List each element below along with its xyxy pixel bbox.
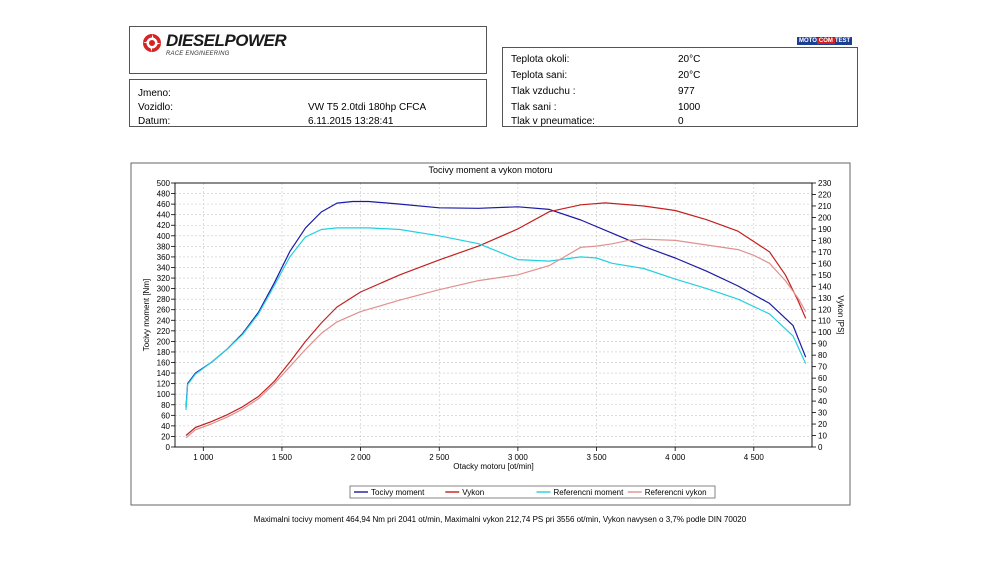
x-tick-label: 4 000 <box>665 453 686 462</box>
series-line-vykon <box>185 202 807 436</box>
legend-label: Referencni vykon <box>645 488 707 497</box>
y2-tick-label: 130 <box>818 294 832 303</box>
y2-tick-label: 70 <box>818 363 827 372</box>
y2-tick-label: 0 <box>818 443 823 452</box>
vozidlo-value: VW T5 2.0tdi 180hp CFCA <box>308 102 427 113</box>
y-tick-label: 500 <box>157 179 171 188</box>
y2-tick-label: 30 <box>818 409 827 418</box>
condition-label: Teplota sani: <box>511 70 568 81</box>
plot-area-border <box>174 182 813 448</box>
condition-value: 0 <box>678 116 684 127</box>
x-tick-label: 4 500 <box>744 453 765 462</box>
y-tick-label: 40 <box>161 422 170 431</box>
legend-label: Vykon <box>462 488 484 497</box>
y-tick-label: 60 <box>161 411 170 420</box>
chart-frame <box>130 162 851 506</box>
y2-tick-label: 20 <box>818 420 827 429</box>
summary-footer: Maximalni tocivy moment 464,94 Nm pri 20… <box>253 515 747 524</box>
y2-tick-label: 100 <box>818 328 832 337</box>
y-tick-label: 200 <box>157 337 171 346</box>
y-tick-label: 420 <box>157 221 171 230</box>
y-tick-label: 360 <box>157 253 171 262</box>
y2-tick-label: 220 <box>818 190 832 199</box>
y2-tick-label: 140 <box>818 282 832 291</box>
y-axis-label: Tocivy moment [Nm] <box>142 279 151 351</box>
x-tick-label: 2 500 <box>429 453 450 462</box>
y-tick-label: 220 <box>157 327 171 336</box>
y-tick-label: 80 <box>161 401 170 410</box>
y-tick-label: 160 <box>157 359 171 368</box>
logo-tagline: RACE ENGINEERING <box>166 51 230 57</box>
vehicle-info-panel: Jmeno: Vozidlo: VW T5 2.0tdi 180hp CFCA … <box>129 79 487 127</box>
y-tick-label: 240 <box>157 316 171 325</box>
y-tick-label: 460 <box>157 200 171 209</box>
y-tick-label: 20 <box>161 432 170 441</box>
series-line-referencni-moment <box>185 227 807 411</box>
y-tick-label: 480 <box>157 190 171 199</box>
condition-value: 20°C <box>678 54 701 65</box>
y-tick-label: 180 <box>157 348 171 357</box>
legend-box <box>349 485 716 499</box>
y2-tick-label: 120 <box>818 305 832 314</box>
y2-tick-label: 60 <box>818 374 827 383</box>
legend-label: Tocivy moment <box>371 488 425 497</box>
x-tick-label: 3 000 <box>508 453 529 462</box>
condition-label: Tlak vzduchu : <box>511 86 576 97</box>
y-tick-label: 380 <box>157 242 171 251</box>
y2-tick-label: 150 <box>818 271 832 280</box>
y2-tick-label: 10 <box>818 432 827 441</box>
logo-wordmark: DIESELPOWER <box>166 31 287 50</box>
y2-tick-label: 110 <box>818 317 831 326</box>
x-tick-label: 1 000 <box>193 453 214 462</box>
condition-value: 20°C <box>678 70 701 81</box>
legend-label: Referencni moment <box>554 488 625 497</box>
y2-tick-label: 230 <box>818 179 832 188</box>
y2-tick-label: 210 <box>818 202 832 211</box>
y-tick-label: 260 <box>157 306 171 315</box>
y2-tick-label: 80 <box>818 351 827 360</box>
series-line-referencni-vykon <box>185 238 807 439</box>
turbo-logo-icon <box>143 34 161 52</box>
y-tick-label: 280 <box>157 295 171 304</box>
condition-value: 1000 <box>678 102 701 113</box>
y2-tick-label: 50 <box>818 386 827 395</box>
y-tick-label: 0 <box>166 443 171 452</box>
y2-axis-label: Vykon [PS] <box>836 295 845 334</box>
y2-tick-label: 180 <box>818 236 832 245</box>
datum-label: Datum: <box>138 116 171 127</box>
condition-label: Tlak v pneumatice: <box>511 116 595 127</box>
x-tick-label: 2 000 <box>351 453 372 462</box>
logo-panel: DIESELPOWER RACE ENGINEERING <box>129 26 487 74</box>
y-tick-label: 400 <box>157 232 171 241</box>
condition-label: Tlak sani : <box>511 102 557 113</box>
y2-tick-label: 40 <box>818 397 827 406</box>
x-tick-label: 1 500 <box>272 453 293 462</box>
x-tick-label: 3 500 <box>587 453 608 462</box>
x-axis-label: Otacky motoru [ot/min] <box>453 462 533 471</box>
y-tick-label: 440 <box>157 211 171 220</box>
chart-title: Tocivy moment a vykon motoru <box>428 165 552 175</box>
datum-value: 6.11.2015 13:28:41 <box>308 116 394 127</box>
jmeno-label: Jmeno: <box>138 88 171 99</box>
y2-tick-label: 200 <box>818 213 832 222</box>
y-tick-label: 120 <box>157 380 171 389</box>
y2-tick-label: 170 <box>818 248 832 257</box>
y-tick-label: 320 <box>157 274 171 283</box>
y-tick-label: 300 <box>157 285 171 294</box>
y2-tick-label: 190 <box>818 225 832 234</box>
y2-tick-label: 160 <box>818 259 832 268</box>
y-tick-label: 340 <box>157 263 171 272</box>
vozidlo-label: Vozidlo: <box>138 102 174 113</box>
y2-tick-label: 90 <box>818 340 827 349</box>
test-conditions-panel: Teplota okoli: 20°C Teplota sani: 20°C T… <box>502 47 858 127</box>
motocom-test-badge: MOTO COM TEST <box>797 37 853 45</box>
condition-value: 977 <box>678 86 695 97</box>
condition-label: Teplota okoli: <box>511 54 570 65</box>
y-tick-label: 140 <box>157 369 171 378</box>
y-tick-label: 100 <box>157 390 171 399</box>
